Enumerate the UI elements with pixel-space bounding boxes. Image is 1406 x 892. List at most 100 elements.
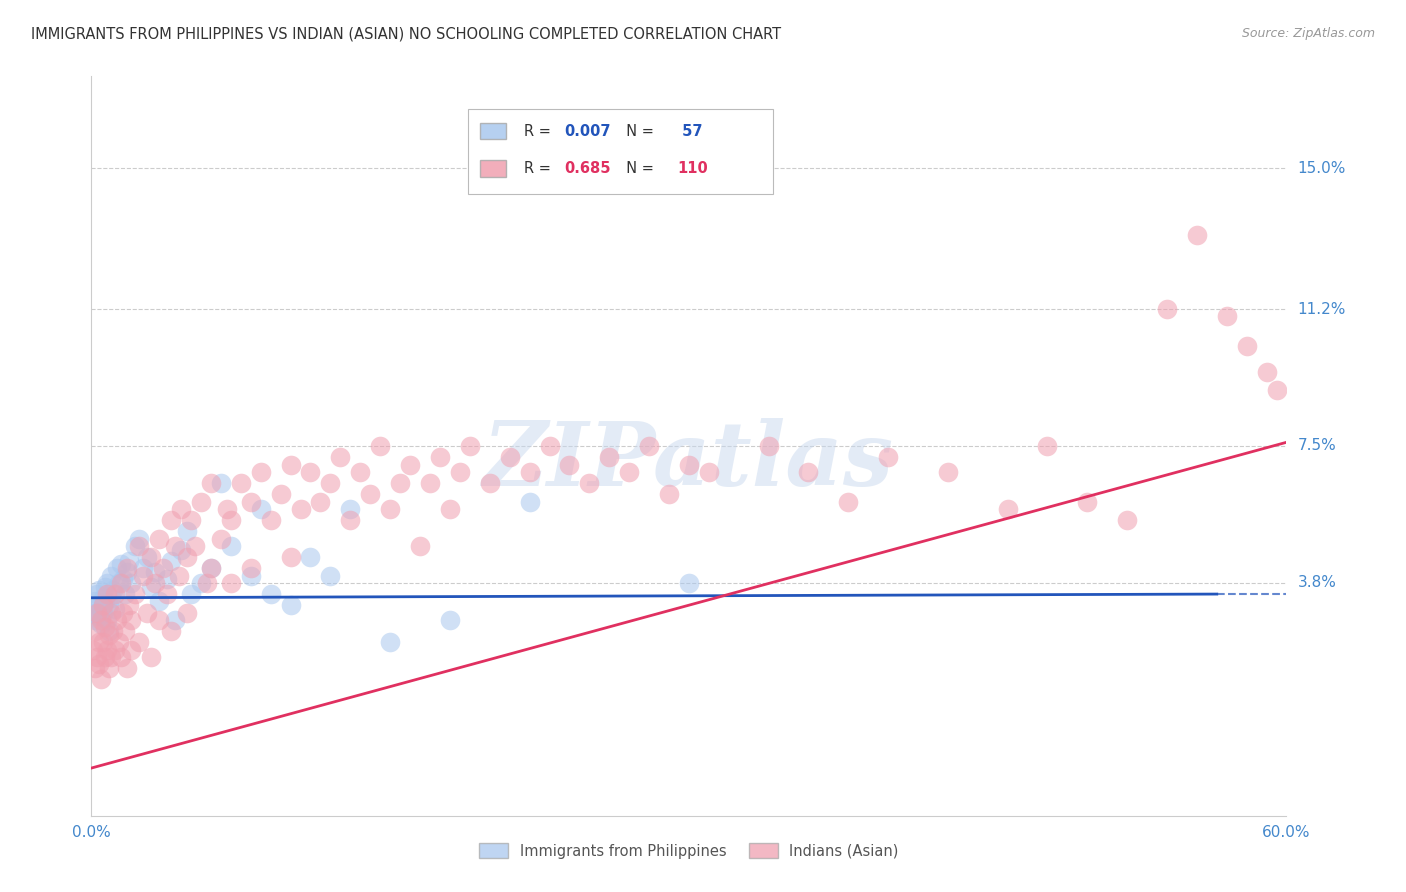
Point	[98, 628, 121, 642]
Point	[94, 580, 117, 594]
Point	[229, 476, 252, 491]
Text: 0.007: 0.007	[565, 124, 612, 139]
Point	[110, 650, 132, 665]
Point	[98, 598, 121, 612]
Point	[112, 606, 135, 620]
Point	[84, 624, 107, 639]
Point	[96, 642, 118, 657]
Point	[200, 561, 222, 575]
Point	[89, 583, 111, 598]
Text: Source: ZipAtlas.com: Source: ZipAtlas.com	[1241, 27, 1375, 40]
Text: N =: N =	[617, 124, 659, 139]
Point	[110, 576, 132, 591]
Point	[1215, 310, 1237, 324]
Point	[132, 568, 155, 582]
Point	[104, 642, 127, 657]
Point	[259, 513, 281, 527]
Point	[359, 487, 381, 501]
Point	[280, 549, 302, 565]
Point	[1236, 339, 1258, 353]
Point	[1076, 494, 1098, 508]
Point	[160, 554, 183, 568]
Point	[299, 549, 322, 565]
Point	[578, 476, 600, 491]
Point	[877, 450, 900, 464]
Point	[219, 513, 242, 527]
Point	[90, 602, 112, 616]
Point	[90, 616, 112, 631]
Point	[678, 576, 700, 591]
Point	[538, 439, 561, 453]
Point	[176, 524, 198, 538]
Point	[638, 439, 661, 453]
FancyBboxPatch shape	[479, 161, 506, 177]
Point	[190, 494, 212, 508]
Point	[124, 587, 146, 601]
Point	[160, 624, 183, 639]
Point	[120, 613, 142, 627]
Point	[110, 558, 132, 572]
Point	[118, 598, 141, 612]
Text: IMMIGRANTS FROM PHILIPPINES VS INDIAN (ASIAN) NO SCHOOLING COMPLETED CORRELATION: IMMIGRANTS FROM PHILIPPINES VS INDIAN (A…	[31, 27, 782, 42]
Point	[93, 598, 115, 612]
Point	[104, 587, 127, 601]
Point	[319, 476, 342, 491]
Point	[115, 561, 138, 575]
Point	[118, 554, 141, 568]
Point	[270, 487, 292, 501]
Point	[89, 657, 111, 672]
Point	[259, 587, 281, 601]
Text: 57: 57	[678, 124, 703, 139]
Point	[190, 576, 212, 591]
Point	[1036, 439, 1059, 453]
Point	[419, 476, 441, 491]
Point	[458, 439, 481, 453]
Point	[100, 591, 122, 605]
Point	[167, 568, 190, 582]
Text: 15.0%: 15.0%	[1298, 161, 1346, 176]
Point	[96, 587, 118, 601]
Text: 11.2%: 11.2%	[1298, 301, 1346, 317]
Point	[697, 465, 720, 479]
Point	[389, 476, 412, 491]
Point	[209, 476, 232, 491]
Point	[598, 450, 620, 464]
Point	[439, 613, 461, 627]
Point	[797, 465, 820, 479]
Text: R =: R =	[524, 161, 555, 176]
Point	[90, 613, 112, 627]
Point	[84, 661, 107, 675]
Point	[215, 502, 238, 516]
Point	[180, 513, 202, 527]
Point	[209, 532, 232, 546]
Point	[1156, 301, 1178, 316]
Point	[96, 613, 118, 627]
Point	[249, 502, 271, 516]
Point	[449, 465, 471, 479]
Point	[114, 624, 136, 639]
Point	[105, 561, 128, 575]
Point	[160, 513, 183, 527]
Point	[143, 565, 166, 579]
Point	[1265, 384, 1288, 398]
Point	[100, 568, 122, 582]
Point	[148, 594, 170, 608]
Point	[997, 502, 1019, 516]
Point	[136, 549, 159, 565]
Point	[378, 502, 402, 516]
Point	[128, 539, 150, 553]
Point	[478, 476, 501, 491]
Point	[120, 576, 142, 591]
Point	[141, 549, 162, 565]
Point	[103, 624, 125, 639]
Text: N =: N =	[617, 161, 659, 176]
Point	[89, 609, 111, 624]
Point	[339, 502, 361, 516]
Text: 7.5%: 7.5%	[1298, 439, 1336, 453]
Point	[84, 594, 107, 608]
FancyBboxPatch shape	[468, 109, 773, 194]
Point	[176, 549, 198, 565]
Point	[163, 539, 186, 553]
Point	[152, 561, 174, 575]
Point	[100, 650, 122, 665]
